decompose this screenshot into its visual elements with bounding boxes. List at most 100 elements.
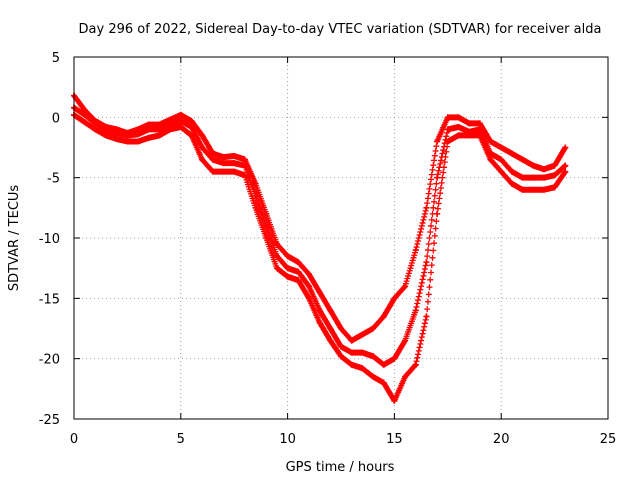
data-point <box>476 120 483 127</box>
data-point <box>551 172 558 179</box>
data-point <box>530 186 537 193</box>
data-point <box>380 313 387 320</box>
data-point <box>359 365 366 372</box>
data-point <box>380 361 387 368</box>
data-point <box>402 283 409 290</box>
data-point <box>519 174 526 181</box>
data-point <box>412 307 419 314</box>
data-point <box>444 114 451 121</box>
data-point <box>284 253 291 260</box>
data-point <box>562 162 569 169</box>
data-point <box>562 144 569 151</box>
x-tick-label: 5 <box>177 432 185 447</box>
y-axis-label: SDTVAR / TECUs <box>7 185 22 292</box>
x-axis-label: GPS time / hours <box>286 460 395 475</box>
data-point <box>135 138 142 145</box>
data-point <box>402 373 409 380</box>
x-tick-label: 0 <box>70 432 78 447</box>
y-tick-label: -10 <box>39 232 60 247</box>
y-tick-label: -25 <box>39 413 60 428</box>
data-point <box>530 174 537 181</box>
data-point <box>327 337 334 344</box>
data-point <box>519 156 526 163</box>
data-point <box>391 397 398 404</box>
data-point <box>209 156 216 163</box>
data-point <box>252 180 259 187</box>
data-point <box>476 126 483 133</box>
data-point <box>551 184 558 191</box>
data-point <box>113 136 120 143</box>
data-point <box>231 152 238 159</box>
data-point <box>263 235 270 241</box>
data-point <box>81 119 88 126</box>
data-point <box>508 180 515 187</box>
data-point <box>348 337 355 344</box>
data-point <box>455 132 462 139</box>
data-point <box>124 132 131 139</box>
data-point <box>338 343 344 350</box>
data-point <box>466 120 473 127</box>
data-point <box>444 138 451 145</box>
data-point <box>476 132 483 139</box>
data-point <box>530 162 537 169</box>
x-tick-label: 25 <box>600 432 617 447</box>
data-point <box>209 168 216 175</box>
data-point <box>273 265 280 272</box>
data-point <box>370 373 377 380</box>
series-day-to-day-variation-c <box>71 111 569 404</box>
data-point <box>348 349 355 356</box>
data-point <box>305 271 312 278</box>
data-point <box>359 349 366 356</box>
data-point <box>220 168 227 175</box>
plot-frame <box>73 56 609 420</box>
data-point <box>305 283 312 290</box>
data-point <box>188 123 195 130</box>
data-point <box>145 126 152 133</box>
data-point <box>177 111 184 118</box>
data-point <box>487 156 494 163</box>
data-point <box>220 154 227 161</box>
data-point <box>188 132 195 139</box>
data-point <box>156 132 163 139</box>
data-point <box>412 247 419 254</box>
data-point <box>348 361 355 368</box>
data-point <box>273 253 280 260</box>
data-point <box>391 355 398 362</box>
data-points <box>71 92 569 404</box>
data-point <box>295 277 302 284</box>
data-point <box>316 319 323 326</box>
data-point <box>209 150 216 157</box>
data-point <box>92 126 99 133</box>
y-tick-label: -15 <box>39 292 60 307</box>
data-point <box>81 111 88 118</box>
data-point <box>498 144 505 151</box>
data-point <box>370 325 377 332</box>
data-point <box>540 166 547 173</box>
data-point <box>508 168 515 175</box>
data-point <box>263 210 270 217</box>
data-point <box>519 186 526 193</box>
y-tick-label: 0 <box>52 111 60 126</box>
data-point <box>241 162 248 169</box>
data-point <box>455 123 462 130</box>
data-point <box>540 174 547 181</box>
data-point <box>327 307 334 314</box>
data-point <box>113 130 120 137</box>
data-point <box>156 126 163 133</box>
data-point <box>338 353 344 360</box>
data-point <box>359 331 366 338</box>
data-point <box>423 259 430 266</box>
data-point <box>444 126 451 133</box>
data-point <box>177 123 184 130</box>
data-point <box>434 174 441 181</box>
data-point <box>434 210 441 217</box>
data-point <box>412 361 419 368</box>
data-point <box>199 156 206 163</box>
data-point <box>167 126 174 133</box>
data-point <box>220 160 227 167</box>
data-point <box>92 120 99 127</box>
axis-ticks: 0 5 10 15 20 25 5 0 -5 -10 -15 -20 -25 <box>39 51 617 447</box>
data-point <box>562 168 569 175</box>
data-point <box>124 138 131 145</box>
